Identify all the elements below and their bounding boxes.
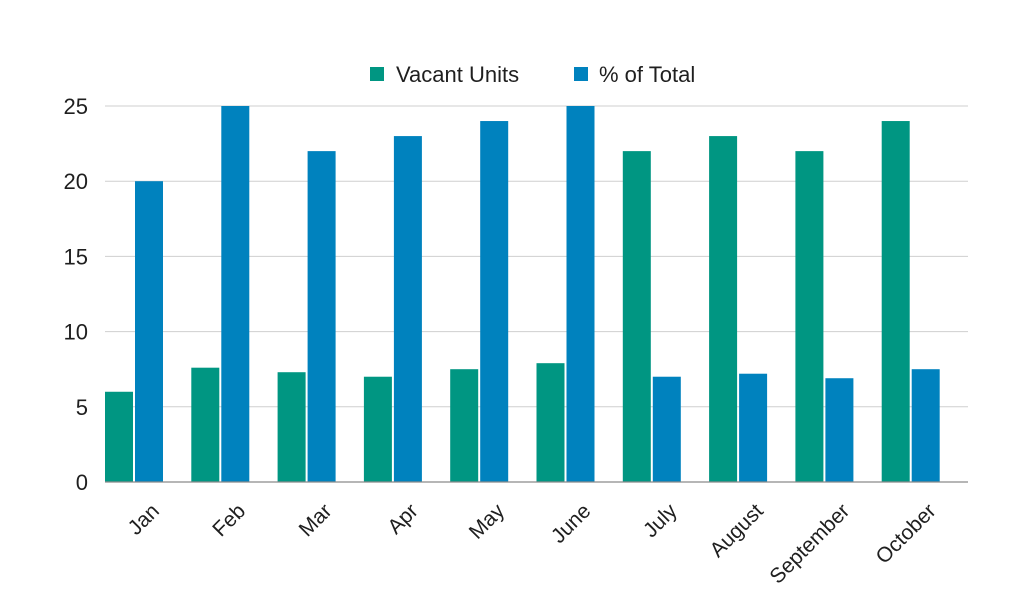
bar-pct-of-total-october — [911, 369, 940, 482]
bars — [105, 106, 940, 482]
bar-pct-of-total-apr — [393, 136, 422, 482]
legend-label-pct-of-total: % of Total — [599, 62, 695, 87]
x-tick-label-august: August — [705, 499, 768, 562]
bar-pct-of-total-june — [566, 106, 595, 482]
x-tick-label-july: July — [639, 499, 682, 542]
x-tick-label-june: June — [547, 499, 595, 547]
x-tick-label-apr: Apr — [383, 499, 422, 538]
y-tick-label: 20 — [64, 169, 88, 194]
bar-pct-of-total-mar — [307, 151, 336, 482]
bar-vacant-units-august — [709, 136, 738, 482]
legend: Vacant Units % of Total — [370, 62, 695, 87]
bar-pct-of-total-september — [825, 378, 854, 482]
bar-vacant-units-mar — [277, 372, 306, 482]
bar-vacant-units-september — [795, 151, 824, 482]
bar-pct-of-total-may — [480, 121, 509, 482]
y-tick-label: 0 — [76, 470, 88, 495]
bar-vacant-units-july — [622, 151, 651, 482]
bar-pct-of-total-jan — [135, 181, 163, 482]
legend-swatch-vacant-units — [370, 67, 384, 81]
legend-label-vacant-units: Vacant Units — [396, 62, 519, 87]
y-tick-label: 5 — [76, 395, 88, 420]
bar-pct-of-total-august — [739, 373, 768, 482]
y-axis-ticks: 0 5 10 15 20 25 — [64, 94, 88, 495]
y-tick-label: 10 — [64, 320, 88, 345]
legend-swatch-pct-of-total — [574, 67, 588, 81]
bar-vacant-units-october — [881, 121, 910, 482]
x-tick-label-mar: Mar — [295, 499, 337, 541]
bar-vacant-units-jan — [105, 391, 133, 482]
x-tick-label-may: May — [465, 499, 510, 544]
bar-vacant-units-june — [536, 363, 565, 482]
bar-vacant-units-feb — [191, 367, 220, 482]
x-tick-label-jan: Jan — [124, 499, 164, 539]
y-tick-label: 15 — [64, 244, 88, 269]
x-tick-label-feb: Feb — [208, 499, 250, 541]
bar-vacant-units-apr — [363, 376, 392, 482]
bar-pct-of-total-feb — [221, 106, 250, 482]
y-tick-label: 25 — [64, 94, 88, 119]
x-tick-label-october: October — [871, 499, 940, 568]
bar-vacant-units-may — [450, 369, 479, 482]
x-tick-label-september: September — [765, 499, 854, 588]
bar-pct-of-total-july — [652, 376, 681, 482]
